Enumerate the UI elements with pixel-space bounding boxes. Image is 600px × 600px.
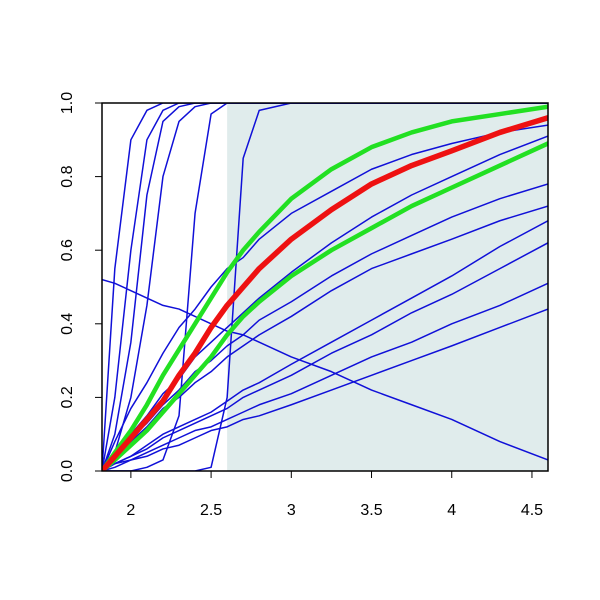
series-line xyxy=(102,114,548,471)
x-tick-label: 2 xyxy=(126,502,135,519)
x-tick-label: 4.5 xyxy=(521,502,543,519)
series-line xyxy=(102,242,548,471)
series-line xyxy=(102,103,548,471)
y-tick-label: 0.8 xyxy=(59,165,76,187)
y-tick-label: 0.6 xyxy=(59,239,76,261)
series-line xyxy=(102,220,548,471)
series-line xyxy=(102,205,548,471)
y-tick-label: 1.0 xyxy=(59,92,76,114)
series-line xyxy=(102,141,548,471)
x-tick-label: 3.5 xyxy=(360,502,382,519)
plot-lines xyxy=(102,103,548,471)
series-line xyxy=(102,103,548,471)
series-line xyxy=(102,103,548,471)
y-tick-label: 0.4 xyxy=(59,313,76,335)
series-line xyxy=(102,103,548,471)
series-line xyxy=(102,104,548,471)
x-tick-label: 3 xyxy=(287,502,296,519)
x-tick-label: 2.5 xyxy=(200,502,222,519)
series-line xyxy=(102,103,548,471)
x-tick-label: 4 xyxy=(447,502,456,519)
series-line xyxy=(102,278,548,461)
series-line xyxy=(102,103,548,471)
y-tick-label: 0.0 xyxy=(59,460,76,482)
series-line xyxy=(102,282,548,471)
series-line xyxy=(102,308,548,471)
plot-frame xyxy=(101,102,549,472)
y-tick-label: 0.2 xyxy=(59,386,76,408)
